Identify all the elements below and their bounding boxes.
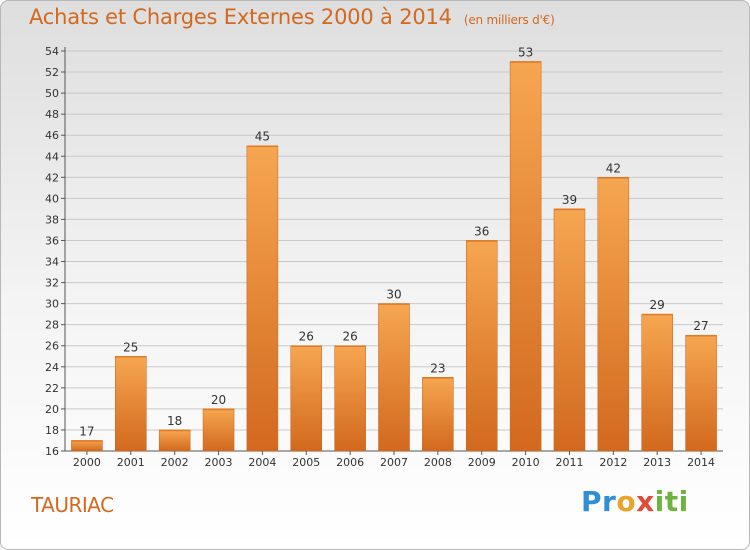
bar-2004 [246, 145, 279, 452]
x-tick-label: 2009 [468, 456, 496, 469]
data-label: 18 [167, 414, 182, 428]
y-tick-label: 22 [45, 382, 59, 395]
y-tick-label: 24 [45, 361, 59, 374]
bar-2001 [115, 356, 147, 452]
x-tick-label: 2011 [555, 456, 583, 469]
y-tick-label: 46 [45, 129, 59, 142]
data-label: 29 [650, 298, 665, 312]
data-label: 30 [386, 288, 401, 302]
y-tick-label: 16 [45, 445, 59, 458]
bar-2009 [465, 240, 498, 452]
chart-unit: (en milliers d'€) [463, 13, 555, 27]
x-tick-label: 2005 [292, 456, 320, 469]
bar-2012 [597, 177, 630, 452]
bar-2005 [290, 345, 323, 452]
y-tick-label: 20 [45, 403, 59, 416]
data-label: 17 [79, 424, 94, 438]
data-label: 20 [211, 393, 226, 407]
y-tick-label: 52 [45, 66, 59, 79]
data-label: 25 [123, 340, 138, 354]
bar-2011 [553, 208, 586, 452]
y-tick-label: 28 [45, 319, 59, 332]
x-tick-label: 2013 [643, 456, 671, 469]
data-label: 26 [342, 330, 357, 344]
y-tick-label: 38 [45, 213, 59, 226]
data-label: 27 [693, 319, 708, 333]
data-label: 39 [562, 193, 577, 207]
chart-title-text: Achats et Charges Externes 2000 à 2014 [29, 5, 452, 29]
y-tick-label: 32 [45, 277, 59, 290]
bar-2014 [685, 334, 717, 452]
bar-2008 [422, 377, 454, 452]
y-tick-label: 50 [45, 87, 59, 100]
y-tick-label: 54 [45, 45, 59, 58]
bar-2007 [378, 303, 410, 452]
y-tick-label: 34 [45, 256, 59, 269]
x-tick-label: 2001 [117, 456, 145, 469]
labels: 16 18 20 22 24 26 28 30 32 34 36 38 40 42 44 46 48 50 52 54… [45, 45, 715, 469]
x-tick-label: 2003 [205, 456, 233, 469]
chart-title: Achats et Charges Externes 2000 à 2014 (e… [29, 5, 555, 29]
x-tick-label: 2000 [73, 456, 101, 469]
y-tick-label: 18 [45, 424, 59, 437]
data-label: 53 [518, 46, 533, 60]
x-tick-label: 2010 [512, 456, 540, 469]
x-tick-label: 2008 [424, 456, 452, 469]
data-label: 36 [474, 224, 489, 238]
y-tick-label: 48 [45, 108, 59, 121]
y-tick-label: 44 [45, 150, 59, 163]
proxiti-logo[interactable]: Proxiti [581, 485, 689, 518]
data-label: 42 [606, 161, 621, 175]
x-tick-label: 2012 [599, 456, 627, 469]
y-tick-label: 40 [45, 192, 59, 205]
data-label: 45 [255, 130, 270, 144]
x-tick-label: 2004 [248, 456, 276, 469]
y-tick-label: 26 [45, 340, 59, 353]
y-tick-label: 30 [45, 298, 59, 311]
bar-2003 [202, 408, 235, 452]
x-tick-label: 2006 [336, 456, 364, 469]
bar-2013 [641, 313, 673, 452]
bar-2002 [158, 429, 191, 452]
y-tick-label: 36 [45, 234, 59, 247]
bars [71, 61, 717, 452]
data-label: 26 [299, 330, 314, 344]
x-tick-label: 2007 [380, 456, 408, 469]
x-tick-label: 2002 [161, 456, 189, 469]
bar-2006 [334, 345, 366, 452]
bar-2010 [509, 61, 542, 452]
bar-2000 [71, 440, 103, 452]
x-tick-label: 2014 [687, 456, 715, 469]
data-label: 23 [430, 361, 445, 375]
y-tick-label: 42 [45, 171, 59, 184]
commune-name: TAURIAC [31, 493, 114, 517]
